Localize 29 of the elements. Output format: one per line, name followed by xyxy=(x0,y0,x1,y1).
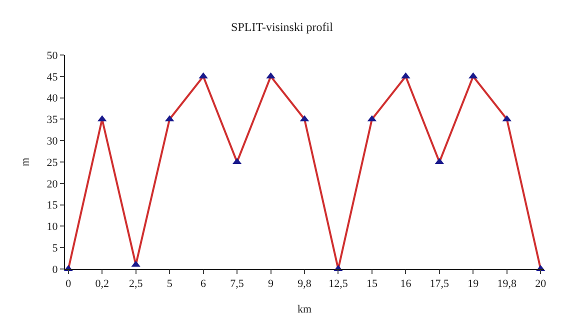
y-tick-label: 45 xyxy=(46,71,58,84)
x-tick-label: 12,5 xyxy=(328,278,348,290)
y-tick-label: 30 xyxy=(46,135,58,148)
y-tick-label: 25 xyxy=(46,156,58,169)
y-axis-title: m xyxy=(19,157,32,166)
x-tick-label: 9,8 xyxy=(298,278,312,290)
y-tick-label: 5 xyxy=(52,242,58,254)
x-tick-label: 17,5 xyxy=(430,278,450,290)
x-tick-label: 20 xyxy=(535,278,547,290)
x-tick-label: 0 xyxy=(66,278,72,290)
x-tick-label: 0,2 xyxy=(95,278,109,290)
x-tick-label: 19 xyxy=(468,278,480,290)
x-tick-label: 5 xyxy=(166,278,173,290)
y-tick-label: 15 xyxy=(46,200,58,212)
y-tick-label: 35 xyxy=(46,114,58,126)
x-tick-label: 16 xyxy=(400,278,412,290)
y-tick-label: 40 xyxy=(46,92,58,105)
x-axis-title: km xyxy=(297,303,312,316)
chart-title: SPLIT-visinski profil xyxy=(231,20,334,34)
y-tick-label: 10 xyxy=(46,221,58,234)
x-tick-label: 2,5 xyxy=(128,278,144,290)
y-tick-label: 50 xyxy=(46,50,58,62)
y-tick-label: 20 xyxy=(46,178,58,190)
x-tick-label: 6 xyxy=(200,278,207,290)
y-tick-label: 0 xyxy=(52,264,58,276)
x-tick-label: 7,5 xyxy=(230,278,244,290)
x-tick-label: 9 xyxy=(268,278,274,290)
x-tick-label: 15 xyxy=(366,278,378,290)
x-tick-label: 19,8 xyxy=(497,278,518,290)
